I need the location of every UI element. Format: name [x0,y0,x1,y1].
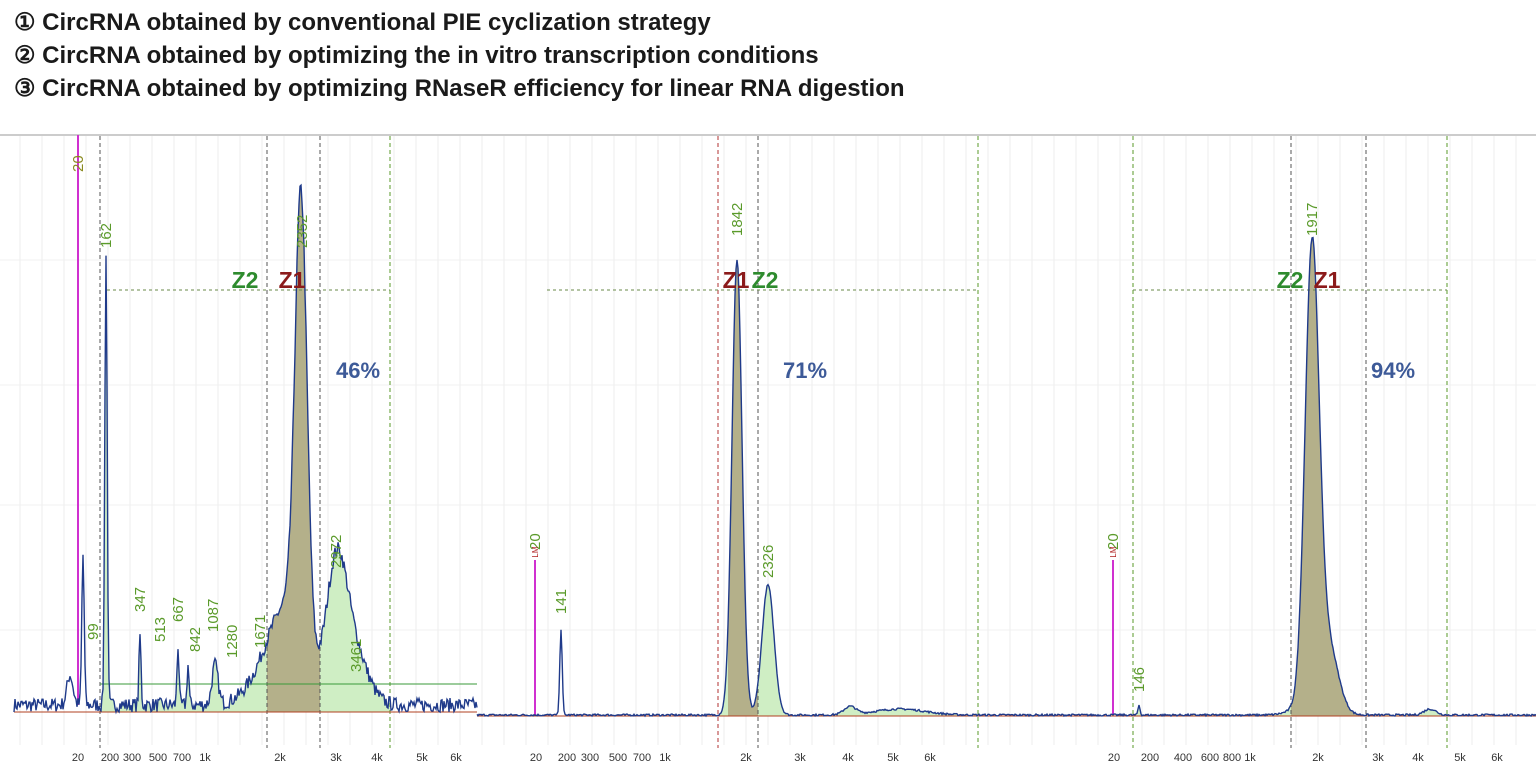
x-tick-label: 4k [842,752,854,764]
peak-label: 20 [1105,533,1122,550]
peak-area [1291,237,1366,716]
x-tick-label: 20 [1108,752,1120,764]
x-tick-label: 6k [450,752,462,764]
x-tick-label: 3k [1372,752,1384,764]
peak-label: 1917 [1304,203,1321,236]
marker-tag: LM [531,546,540,557]
peak-label: 1280 [224,625,241,658]
legend-item: ① CircRNA obtained by conventional PIE c… [14,9,711,36]
trace [1059,236,1536,718]
peak-label: 20 [70,155,87,172]
peak-label: 20 [527,533,544,550]
peak-label: 513 [152,617,169,642]
zone-label: Z1 [723,267,750,293]
peak-label: 3461 [348,639,365,672]
peak-label: 2352 [294,215,311,248]
x-tick-label: 5k [887,752,899,764]
zone-label: Z2 [1277,267,1304,293]
peak-area [267,185,320,712]
x-tick-label: 700 [173,752,191,764]
zone-label: Z1 [1314,267,1341,293]
marker-tag: LM [1109,546,1118,557]
x-tick-label: 4k [1412,752,1424,764]
peak-label: 667 [170,597,187,622]
x-tick-label: 500 [149,752,167,764]
peak-label: 1671 [252,615,269,648]
x-tick-label: 5k [416,752,428,764]
x-tick-label: 600 [1201,752,1219,764]
x-tick-label: 1k [199,752,211,764]
x-tick-label: 5k [1454,752,1466,764]
peak-label: 1087 [205,599,222,632]
x-tick-label: 400 [1174,752,1192,764]
x-tick-label: 300 [581,752,599,764]
peak-label: 2326 [760,545,777,578]
x-tick-label: 2k [740,752,752,764]
x-tick-label: 200 [101,752,119,764]
zone-label: Z1 [279,267,306,293]
peak-label: 2972 [328,535,345,568]
trace [476,259,1061,718]
x-tick-label: 3k [794,752,806,764]
peak-area [1133,237,1447,716]
x-tick-label: 6k [924,752,936,764]
x-tick-label: 800 [1223,752,1241,764]
legend-item: ③ CircRNA obtained by optimizing RNaseR … [14,75,905,102]
x-tick-label: 2k [1312,752,1324,764]
x-tick-label: 200 [558,752,576,764]
x-tick-label: 4k [371,752,383,764]
peak-area [100,185,390,712]
peak-area [718,259,978,716]
peak-area [728,259,758,716]
peak-label: 141 [553,589,570,614]
x-tick-label: 500 [609,752,627,764]
x-tick-label: 20 [530,752,542,764]
percentage: 46% [336,358,380,383]
x-tick-label: 200 [1141,752,1159,764]
x-tick-label: 2k [274,752,286,764]
x-tick-label: 3k [330,752,342,764]
x-tick-label: 300 [123,752,141,764]
peak-label: 347 [132,587,149,612]
trace [13,183,478,715]
legend-item: ② CircRNA obtained by optimizing the in … [14,42,819,69]
peak-label: 146 [1131,667,1148,692]
peak-label: 842 [187,627,204,652]
x-tick-label: 20 [72,752,84,764]
zone-label: Z2 [752,267,779,293]
peak-label: 99 [85,623,102,640]
percentage: 71% [783,358,827,383]
percentage: 94% [1371,358,1415,383]
x-tick-label: 1k [659,752,671,764]
peak-label: 162 [98,223,115,248]
peak-label: 1842 [729,203,746,236]
x-tick-label: 6k [1491,752,1503,764]
x-tick-label: 1k [1244,752,1256,764]
zone-label: Z2 [232,267,259,293]
x-tick-label: 700 [633,752,651,764]
